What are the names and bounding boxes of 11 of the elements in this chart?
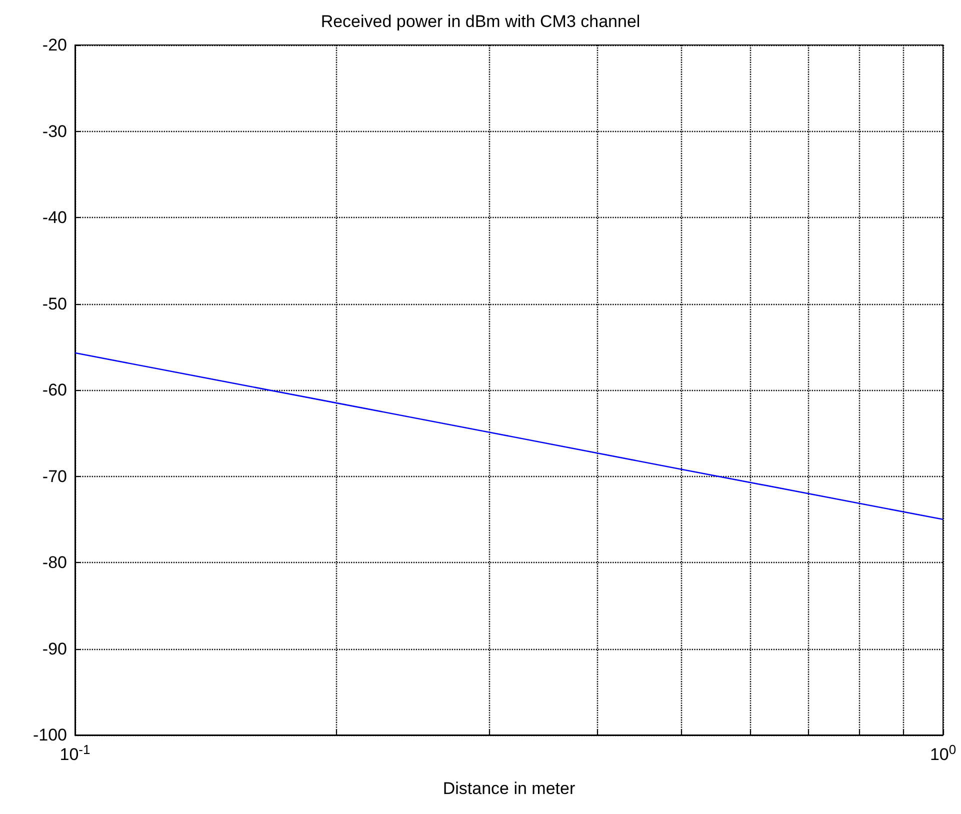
x-axis-title: Distance in meter xyxy=(442,779,576,798)
y-tick-label: -90 xyxy=(42,639,67,658)
chart-title: Received power in dBm with CM3 channel xyxy=(320,12,640,31)
y-tick-label: -40 xyxy=(42,208,67,227)
y-tick-label: -70 xyxy=(42,466,67,486)
y-tick-label: -80 xyxy=(42,553,67,572)
y-tick-label: -20 xyxy=(42,36,67,54)
y-tick-label: -30 xyxy=(42,122,67,141)
y-tick-label: -60 xyxy=(42,380,67,400)
y-tick-label: -50 xyxy=(42,294,67,314)
y-tick-label: -100 xyxy=(32,726,67,744)
